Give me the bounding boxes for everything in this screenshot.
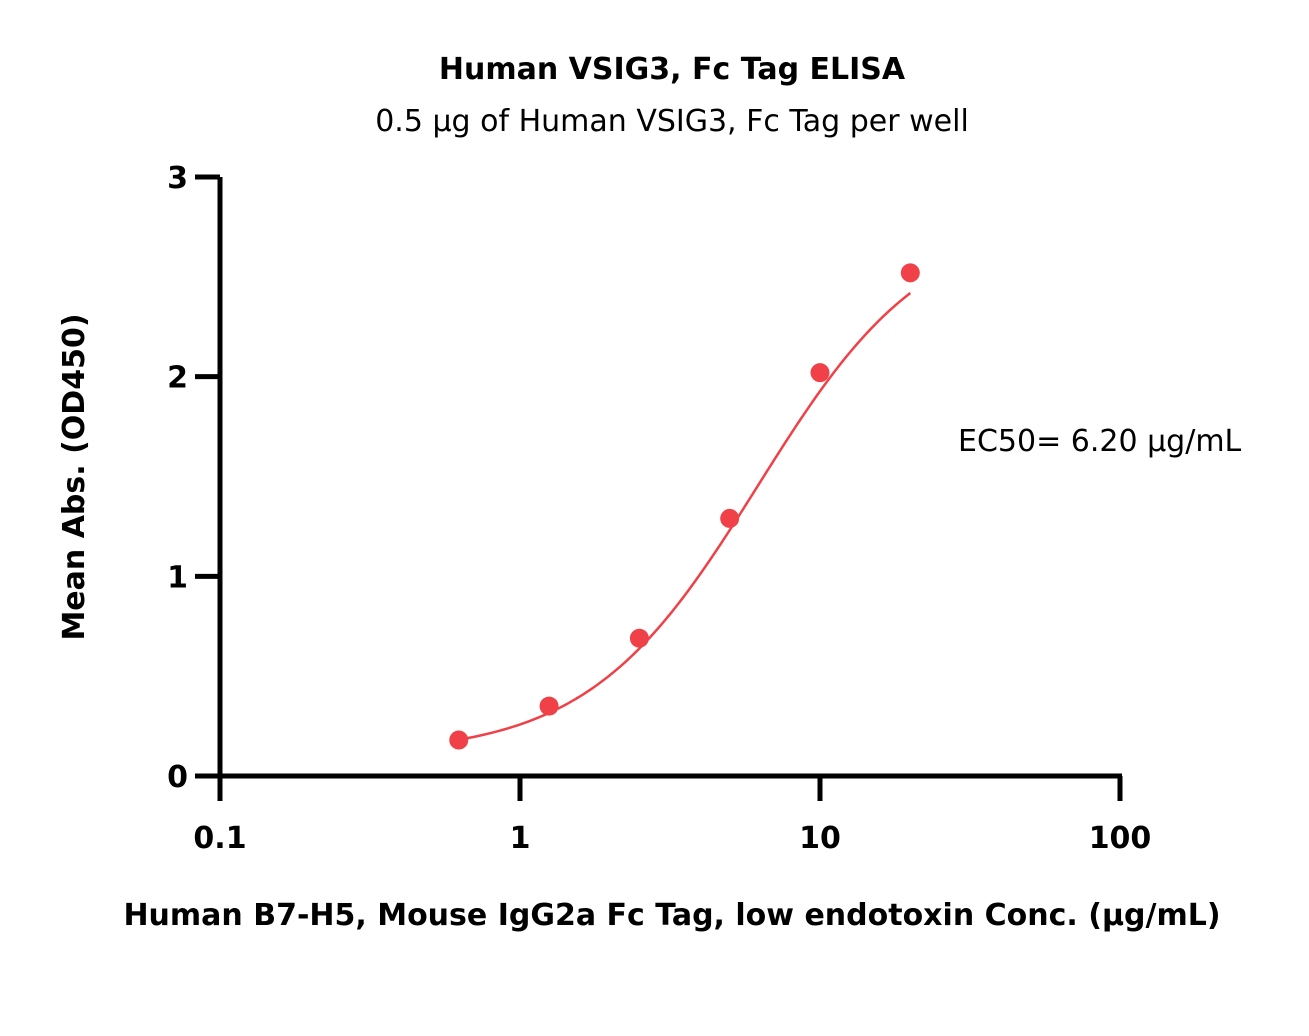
chart-subtitle: 0.5 µg of Human VSIG3, Fc Tag per well <box>375 104 969 139</box>
x-axis-label: Human B7-H5, Mouse IgG2a Fc Tag, low end… <box>123 898 1220 933</box>
ec50-annotation: EC50= 6.20 µg/mL <box>958 424 1242 459</box>
x-ticks: 0.1 1 10 100 <box>193 776 1151 856</box>
data-point <box>810 363 830 383</box>
y-ticks: 0 1 2 3 <box>167 161 220 795</box>
data-point <box>720 508 740 528</box>
series-layer <box>449 263 920 750</box>
data-point <box>449 730 469 750</box>
x-tick-label: 10 <box>799 821 841 856</box>
y-tick-label: 0 <box>167 760 188 795</box>
x-tick-label: 0.1 <box>193 821 246 856</box>
x-tick-label: 1 <box>510 821 531 856</box>
data-point <box>539 696 559 716</box>
data-point <box>629 628 649 648</box>
data-point <box>900 263 920 283</box>
chart-title: Human VSIG3, Fc Tag ELISA <box>439 52 906 87</box>
y-axis-label: Mean Abs. (OD450) <box>57 313 92 640</box>
y-tick-label: 1 <box>167 560 188 595</box>
fit-curve <box>458 292 912 742</box>
x-tick-label: 100 <box>1089 821 1152 856</box>
axes <box>195 177 1122 779</box>
y-tick-label: 2 <box>167 361 188 396</box>
y-tick-label: 3 <box>167 161 188 196</box>
